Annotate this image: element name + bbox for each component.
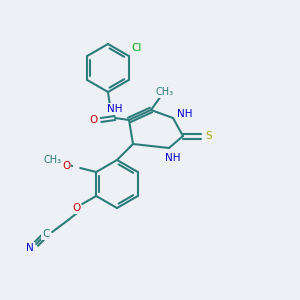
Text: Cl: Cl	[132, 43, 142, 53]
Text: NH: NH	[107, 104, 123, 114]
Text: NH: NH	[177, 109, 193, 119]
Text: O: O	[62, 161, 70, 171]
Text: O: O	[90, 115, 98, 125]
Text: C: C	[43, 229, 50, 239]
Text: NH: NH	[165, 153, 181, 163]
Text: CH₃: CH₃	[156, 87, 174, 97]
Text: N: N	[26, 243, 34, 253]
Text: CH₃: CH₃	[43, 155, 61, 165]
Text: S: S	[206, 131, 212, 141]
Text: O: O	[72, 203, 80, 213]
